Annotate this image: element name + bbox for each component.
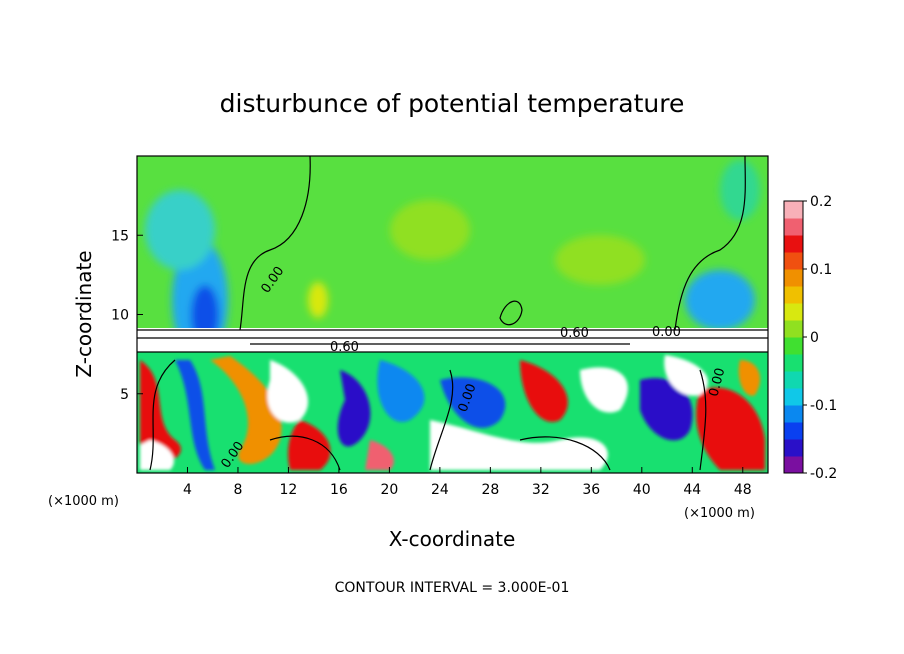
colorbar-swatch [784, 269, 803, 287]
yellow-patch [308, 282, 328, 318]
x-tick-label: 4 [183, 482, 192, 498]
colorbar-tick-label: 0 [810, 330, 819, 346]
contour-lower-2 [429, 369, 454, 471]
lower-blob-15 [140, 440, 174, 470]
upper-layer-fill [137, 156, 768, 356]
lower-blob-10 [520, 360, 568, 422]
x-tick-label: 44 [683, 482, 701, 498]
colorbar-swatch [784, 439, 803, 457]
colorbar-swatch [784, 337, 803, 355]
colorbar-swatch [784, 235, 803, 253]
lower-blob-16 [365, 440, 394, 470]
light-patch-2 [555, 235, 645, 285]
y-tick-label: 5 [120, 387, 129, 403]
y-tick-label: 15 [111, 228, 129, 244]
x-unit-label-left: (×1000 m) [48, 494, 119, 509]
colorbar [784, 201, 803, 474]
lower-blob-9 [440, 377, 506, 428]
x-unit-label-right: (×1000 m) [684, 506, 755, 521]
contour-zero-island [499, 300, 523, 326]
light-patch-1 [390, 200, 470, 260]
contour-label: 0.60 [560, 326, 589, 341]
lower-blob-17 [738, 360, 760, 396]
chart-title: disturbunce of potential temperature [220, 89, 685, 118]
contour-lines [137, 156, 768, 471]
x-tick-label: 8 [233, 482, 242, 498]
contour-lower-4 [269, 435, 341, 471]
contour-lower-5 [519, 436, 611, 471]
inversion-band [137, 328, 768, 352]
colorbar-tick-label: -0.1 [810, 398, 837, 414]
lower-blob-11 [580, 367, 628, 413]
x-tick-label: 48 [734, 482, 752, 498]
x-tick-label: 24 [431, 482, 449, 498]
lower-blob-7 [377, 360, 425, 422]
lower-blob-8 [430, 420, 608, 470]
colorbar-ticks: 0.2 0.1 0 -0.1 -0.2 [803, 194, 837, 482]
colorbar-swatch [784, 422, 803, 440]
y-axis-label: Z-coordinate [72, 250, 96, 377]
colorbar-swatch [784, 371, 803, 389]
lower-blob-4 [267, 360, 309, 423]
colorbar-swatch [784, 320, 803, 338]
colorbar-swatch [784, 388, 803, 406]
colorbar-swatch [784, 218, 803, 236]
colorbar-swatch [784, 201, 803, 219]
x-tick-label: 28 [481, 482, 499, 498]
colorbar-tick-label: 0.1 [810, 262, 832, 278]
x-axis-label: X-coordinate [389, 527, 516, 551]
lower-blob-1 [140, 360, 181, 466]
contour-label: 0.00 [652, 325, 681, 340]
contour-interval-note: CONTOUR INTERVAL = 3.000E-01 [335, 580, 570, 596]
lower-blob-5 [288, 420, 331, 470]
lower-blob-12 [640, 378, 693, 441]
cyan-patch-top [720, 160, 760, 220]
y-tick-label: 10 [111, 308, 129, 324]
colorbar-frame [783, 200, 804, 474]
lower-blob-2 [175, 360, 215, 470]
x-tick-label: 36 [582, 482, 600, 498]
contour-zero-right [674, 156, 746, 331]
heatmap-field [137, 156, 768, 473]
colorbar-swatch [784, 252, 803, 270]
x-axis-ticks: 4 8 12 16 20 24 28 32 36 40 44 48 [183, 467, 752, 498]
contour-lower-1 [149, 359, 176, 471]
colorbar-swatch [784, 405, 803, 423]
colorbar-tick-label: 0.2 [810, 194, 832, 210]
contour-label: 0.60 [330, 340, 359, 355]
colorbar-swatch [784, 354, 803, 372]
lower-blob-13 [696, 387, 765, 470]
colorbar-swatch [784, 303, 803, 321]
contour-label: 0.00 [706, 366, 728, 398]
blue-plume-right [685, 270, 755, 330]
lower-blob-14 [664, 355, 708, 396]
x-tick-label: 40 [633, 482, 651, 498]
contour-lower-3 [699, 369, 707, 471]
y-axis-ticks: 5 10 15 [111, 228, 143, 403]
colorbar-swatch [784, 286, 803, 304]
x-tick-label: 16 [330, 482, 348, 498]
x-tick-label: 20 [380, 482, 398, 498]
cyan-region-left [145, 190, 215, 270]
x-tick-label: 32 [532, 482, 550, 498]
contour-zero-left [239, 156, 311, 331]
colorbar-swatch [784, 456, 803, 474]
lower-blob-6 [337, 370, 371, 447]
lower-blob-3 [210, 356, 282, 464]
x-tick-label: 12 [280, 482, 298, 498]
colorbar-tick-label: -0.2 [810, 466, 837, 482]
